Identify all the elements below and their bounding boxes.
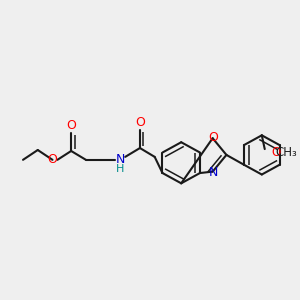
Text: N: N	[116, 153, 125, 166]
Text: CH₃: CH₃	[275, 146, 297, 158]
Text: O: O	[47, 153, 57, 166]
Text: H: H	[116, 164, 124, 174]
Text: O: O	[66, 119, 76, 132]
Text: O: O	[209, 131, 219, 144]
Text: O: O	[271, 146, 280, 158]
Text: O: O	[135, 116, 145, 129]
Text: N: N	[209, 166, 218, 179]
